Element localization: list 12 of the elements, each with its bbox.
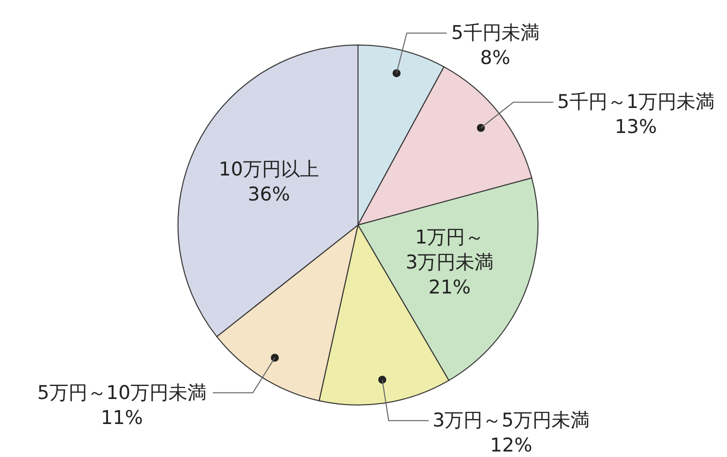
slice-label: 5千円～1万円未満 <box>557 91 714 114</box>
data-label: 11% <box>100 406 143 429</box>
data-label: 12% <box>490 434 532 457</box>
slice-label: 5千円未満 <box>451 22 540 44</box>
slice-label: 3万円～5万円未満 <box>432 410 590 432</box>
slice-label: 1万円～3万円未満 <box>406 226 494 274</box>
data-label: 21% <box>428 276 471 299</box>
data-label: 13% <box>614 116 657 138</box>
data-label: 8% <box>480 47 510 70</box>
data-label: 36% <box>248 183 290 206</box>
slice-label: 5万円～10万円未満 <box>37 382 206 404</box>
slice-label: 10万円以上 <box>218 158 319 180</box>
